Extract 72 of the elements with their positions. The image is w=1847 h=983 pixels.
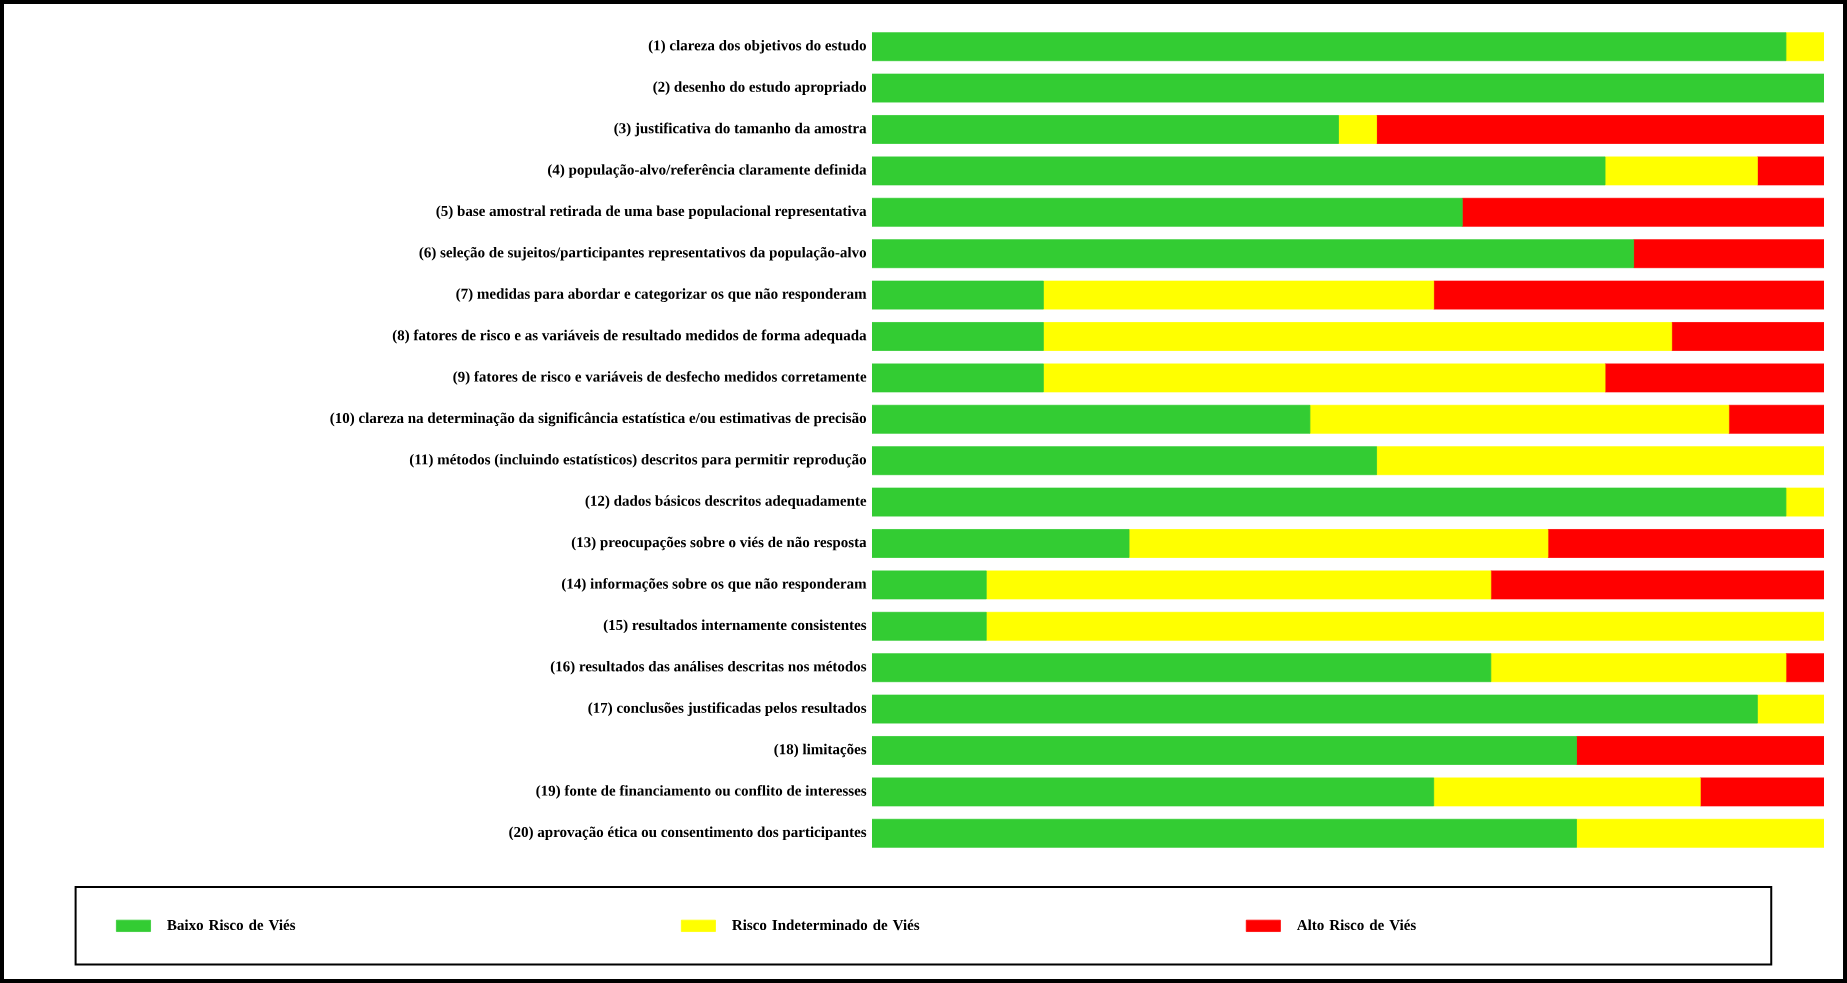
bar xyxy=(1633,239,1824,269)
y-tick-label: (13) preocupações sobre o viés de não resposta xyxy=(571,536,867,551)
bar xyxy=(1785,487,1824,517)
bar xyxy=(872,694,1758,724)
legend-label: Alto Risco de Viés xyxy=(1296,919,1416,931)
bar xyxy=(985,611,1824,641)
bar xyxy=(872,487,1787,517)
bar xyxy=(1671,322,1824,351)
y-tick-label: (17) conclusões justificadas pelos resultados xyxy=(588,702,867,716)
y-tick-label: (10) clareza na determinação da significância estatística e/ou estimativas de precisão xyxy=(330,412,867,427)
legend-label: Baixo Risco de Viés xyxy=(167,919,296,931)
bar xyxy=(1376,446,1824,476)
bar xyxy=(1604,363,1824,393)
bar xyxy=(872,115,1339,144)
bar xyxy=(1728,404,1824,434)
y-tick-label: (1) clareza dos objetivos do estudo xyxy=(648,39,867,54)
bar xyxy=(872,529,1130,558)
bar xyxy=(1042,322,1673,351)
y-tick-label: (18) limitações xyxy=(774,743,867,758)
bar xyxy=(1128,529,1549,558)
bar xyxy=(1785,32,1824,62)
bar xyxy=(1490,570,1824,600)
legend-label: Risco Indeterminado de Viés xyxy=(732,919,920,931)
y-tick-label: (8) fatores de risco e as variáveis de resultado medidos de forma adequada xyxy=(392,329,867,344)
bar xyxy=(872,239,1634,269)
bar xyxy=(1461,197,1824,227)
bar xyxy=(872,280,1044,310)
bar xyxy=(1309,404,1730,434)
bar xyxy=(1433,777,1701,807)
bar xyxy=(1756,694,1824,724)
bar xyxy=(872,611,987,641)
bar xyxy=(1576,736,1824,765)
y-tick-label: (12) dados básicos descritos adequadamente xyxy=(585,495,867,509)
bar xyxy=(872,570,987,600)
bar xyxy=(872,446,1377,476)
bar xyxy=(1433,280,1824,310)
bar xyxy=(872,73,1824,103)
y-tick-label: (7) medidas para abordar e categorizar os que não responderam xyxy=(456,288,867,302)
y-tick-label: (15) resultados internamente consistentes xyxy=(603,619,867,634)
bar xyxy=(872,363,1044,393)
bar xyxy=(1699,777,1824,807)
y-tick-label: (6) seleção de sujeitos/participantes representativos da população-alvo xyxy=(419,246,867,261)
bar xyxy=(1576,818,1824,848)
bar xyxy=(1756,156,1824,186)
y-tick-label: (11) métodos (incluindo estatísticos) descritos para permitir reprodução xyxy=(409,453,867,468)
bar xyxy=(1338,115,1377,144)
bar xyxy=(1042,363,1606,393)
y-tick-label: (14) informações sobre os que não responderam xyxy=(561,578,867,592)
bar xyxy=(872,818,1577,848)
y-tick-label: (19) fonte de financiamento ou conflito de interesses xyxy=(536,785,867,799)
bar xyxy=(1042,280,1435,310)
bar xyxy=(1785,653,1824,683)
bar xyxy=(872,322,1044,351)
bar xyxy=(1376,115,1824,144)
bar xyxy=(1490,653,1787,683)
bar xyxy=(1547,529,1824,558)
bar xyxy=(872,156,1606,186)
bar xyxy=(872,736,1577,765)
y-tick-label: (2) desenho do estudo apropriado xyxy=(653,81,867,95)
y-tick-label: (20) aprovação ética ou consentimento dos participantes xyxy=(509,826,867,841)
bar xyxy=(872,777,1435,807)
y-tick-label: (3) justificativa do tamanho da amostra xyxy=(614,122,867,137)
y-tick-label: (4) população-alvo/referência claramente definida xyxy=(548,164,867,178)
bar xyxy=(985,570,1492,600)
bar xyxy=(1604,156,1758,186)
bar xyxy=(872,32,1787,62)
y-tick-label: (5) base amostral retirada de uma base populacional representativa xyxy=(436,205,867,220)
y-tick-label: (16) resultados das análises descritas nos métodos xyxy=(550,660,867,675)
bar xyxy=(872,404,1311,434)
bar xyxy=(872,653,1492,683)
y-tick-label: (9) fatores de risco e variáveis de desfecho medidos corretamente xyxy=(453,371,867,385)
bar xyxy=(872,197,1463,227)
